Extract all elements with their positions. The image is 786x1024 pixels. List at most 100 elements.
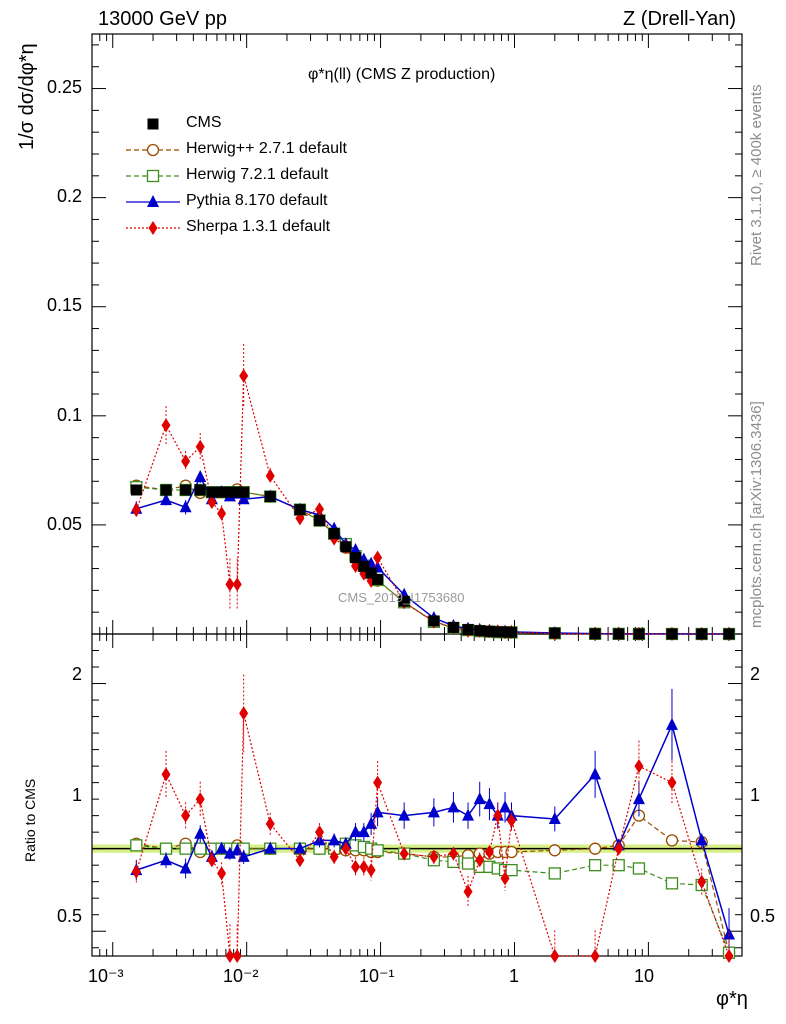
data-point-sherpa	[232, 577, 242, 592]
ratio-point-herwigpp	[665, 834, 679, 847]
data-point-cms	[474, 625, 486, 637]
source-label: mcplots.cern.ch [arXiv:1306.3436]	[748, 401, 765, 628]
ratio-point-sherpa	[232, 949, 242, 963]
ratio-point-sherpa	[373, 775, 383, 790]
data-point-cms	[723, 628, 735, 640]
ratio-point-sherpa	[195, 792, 205, 807]
data-point-cms	[180, 484, 192, 496]
y-tick-label: 0.1	[56, 405, 82, 425]
ratio-point-pythia	[194, 826, 207, 839]
ratio-line-herwigpp	[136, 814, 730, 953]
ratio-point-herwigpp	[505, 845, 518, 859]
axis-frames	[91, 33, 743, 957]
ratio-point-sherpa	[217, 866, 227, 881]
ratio-point-pythia	[223, 846, 236, 859]
data-point-pythia	[349, 543, 362, 555]
ratio-point-pythia	[293, 841, 306, 854]
ratio-point-pythia	[462, 808, 475, 821]
data-point-sherpa	[217, 506, 227, 521]
legend-marker-herwigpp	[146, 143, 160, 157]
ratio-point-sherpa	[463, 884, 473, 899]
data-point-cms	[350, 552, 362, 564]
ratio-point-sherpa	[207, 853, 217, 868]
ratio-y-tick-label: 0.5	[56, 906, 82, 926]
ratio-point-pythia	[365, 816, 378, 829]
data-point-pythia	[160, 493, 173, 506]
data-point-cms	[194, 484, 206, 496]
data-point-cms	[666, 628, 678, 640]
data-point-cms	[340, 541, 352, 553]
ratio-point-sherpa	[359, 859, 369, 874]
data-point-sherpa	[315, 502, 325, 517]
ratio-point-sherpa	[161, 767, 171, 782]
data-point-cms	[499, 626, 511, 638]
ratio-point-pythia	[237, 849, 250, 862]
ratio-point-herwig	[130, 839, 143, 852]
data-point-sherpa	[161, 418, 171, 433]
data-point-cms	[314, 515, 326, 527]
data-point-sherpa	[295, 511, 305, 526]
x-axis-label: φ*η	[716, 988, 748, 1010]
ratio-point-sherpa	[507, 813, 517, 828]
data-point-cms	[398, 595, 410, 607]
series-line-herwig	[136, 486, 730, 635]
ratio-point-pythia	[264, 841, 277, 854]
ratio-point-pythia	[548, 811, 561, 824]
data-point-cms	[130, 484, 142, 496]
data-point-sherpa	[265, 468, 275, 483]
data-point-cms	[224, 486, 236, 498]
legend-label-herwigpp: Herwig++ 2.7.1 default	[186, 140, 347, 157]
data-point-cms	[492, 626, 504, 638]
data-point-sherpa	[181, 454, 191, 469]
data-point-cms	[447, 621, 459, 633]
ratio-point-pythia	[160, 853, 173, 866]
data-point-sherpa	[373, 550, 383, 565]
ratio-point-sherpa	[366, 863, 376, 878]
ratio-point-pythia	[589, 767, 602, 780]
ratio-point-herwig	[179, 842, 192, 855]
data-point-cms	[294, 504, 306, 516]
ratio-point-sherpa	[225, 949, 235, 963]
data-point-cms	[216, 486, 228, 498]
ratio-point-sherpa	[590, 949, 600, 963]
ratio-point-pythia	[632, 792, 645, 805]
header-left-label: 13000 GeV pp	[98, 8, 227, 30]
data-point-cms	[633, 628, 645, 640]
chart-title: φ*η(ll) (CMS Z production)	[308, 66, 496, 83]
data-point-cms	[358, 560, 370, 572]
ratio-point-herwig	[612, 859, 625, 872]
data-point-cms	[372, 573, 384, 585]
ratio-point-pythia	[398, 808, 411, 821]
data-point-cms	[483, 625, 495, 637]
ratio-point-pythia	[179, 861, 192, 874]
data-point-pythia	[179, 500, 192, 513]
legend-marker-herwig	[146, 169, 160, 183]
ratio-point-pythia	[215, 841, 228, 854]
data-point-cms	[549, 627, 561, 639]
y-axis-label-ratio: Ratio to CMS	[22, 778, 38, 862]
data-point-sherpa	[195, 439, 205, 454]
legend-marker-sherpa	[148, 221, 158, 235]
ratio-point-pythia	[723, 927, 736, 940]
ratio-point-pythia	[328, 833, 341, 846]
data-point-pythia	[194, 470, 207, 483]
y-tick-label: 0.2	[56, 186, 82, 206]
ratio-point-sherpa	[484, 844, 494, 859]
data-point-cms	[589, 628, 601, 640]
legend-label-pythia: Pythia 8.170 default	[186, 192, 328, 209]
ratio-point-sherpa	[550, 949, 560, 963]
ratio-point-herwig	[632, 862, 646, 875]
rivet-version-label: Rivet 3.1.10, ≥ 400k events	[748, 84, 765, 266]
y-tick-label: 0.25	[46, 77, 82, 97]
ratio-line-pythia	[136, 722, 730, 935]
data-point-pythia	[237, 492, 250, 505]
ratio-point-sherpa	[399, 846, 409, 861]
ratio-point-sherpa	[634, 759, 644, 774]
ratio-point-pythia	[427, 805, 440, 818]
ratio-point-sherpa	[329, 849, 339, 864]
x-tick-label: 10⁻²	[223, 966, 259, 986]
data-point-cms	[506, 626, 518, 638]
ratio-point-herwigpp	[588, 842, 602, 855]
data-point-sherpa	[131, 503, 141, 518]
ratio-point-pythia	[665, 717, 678, 730]
